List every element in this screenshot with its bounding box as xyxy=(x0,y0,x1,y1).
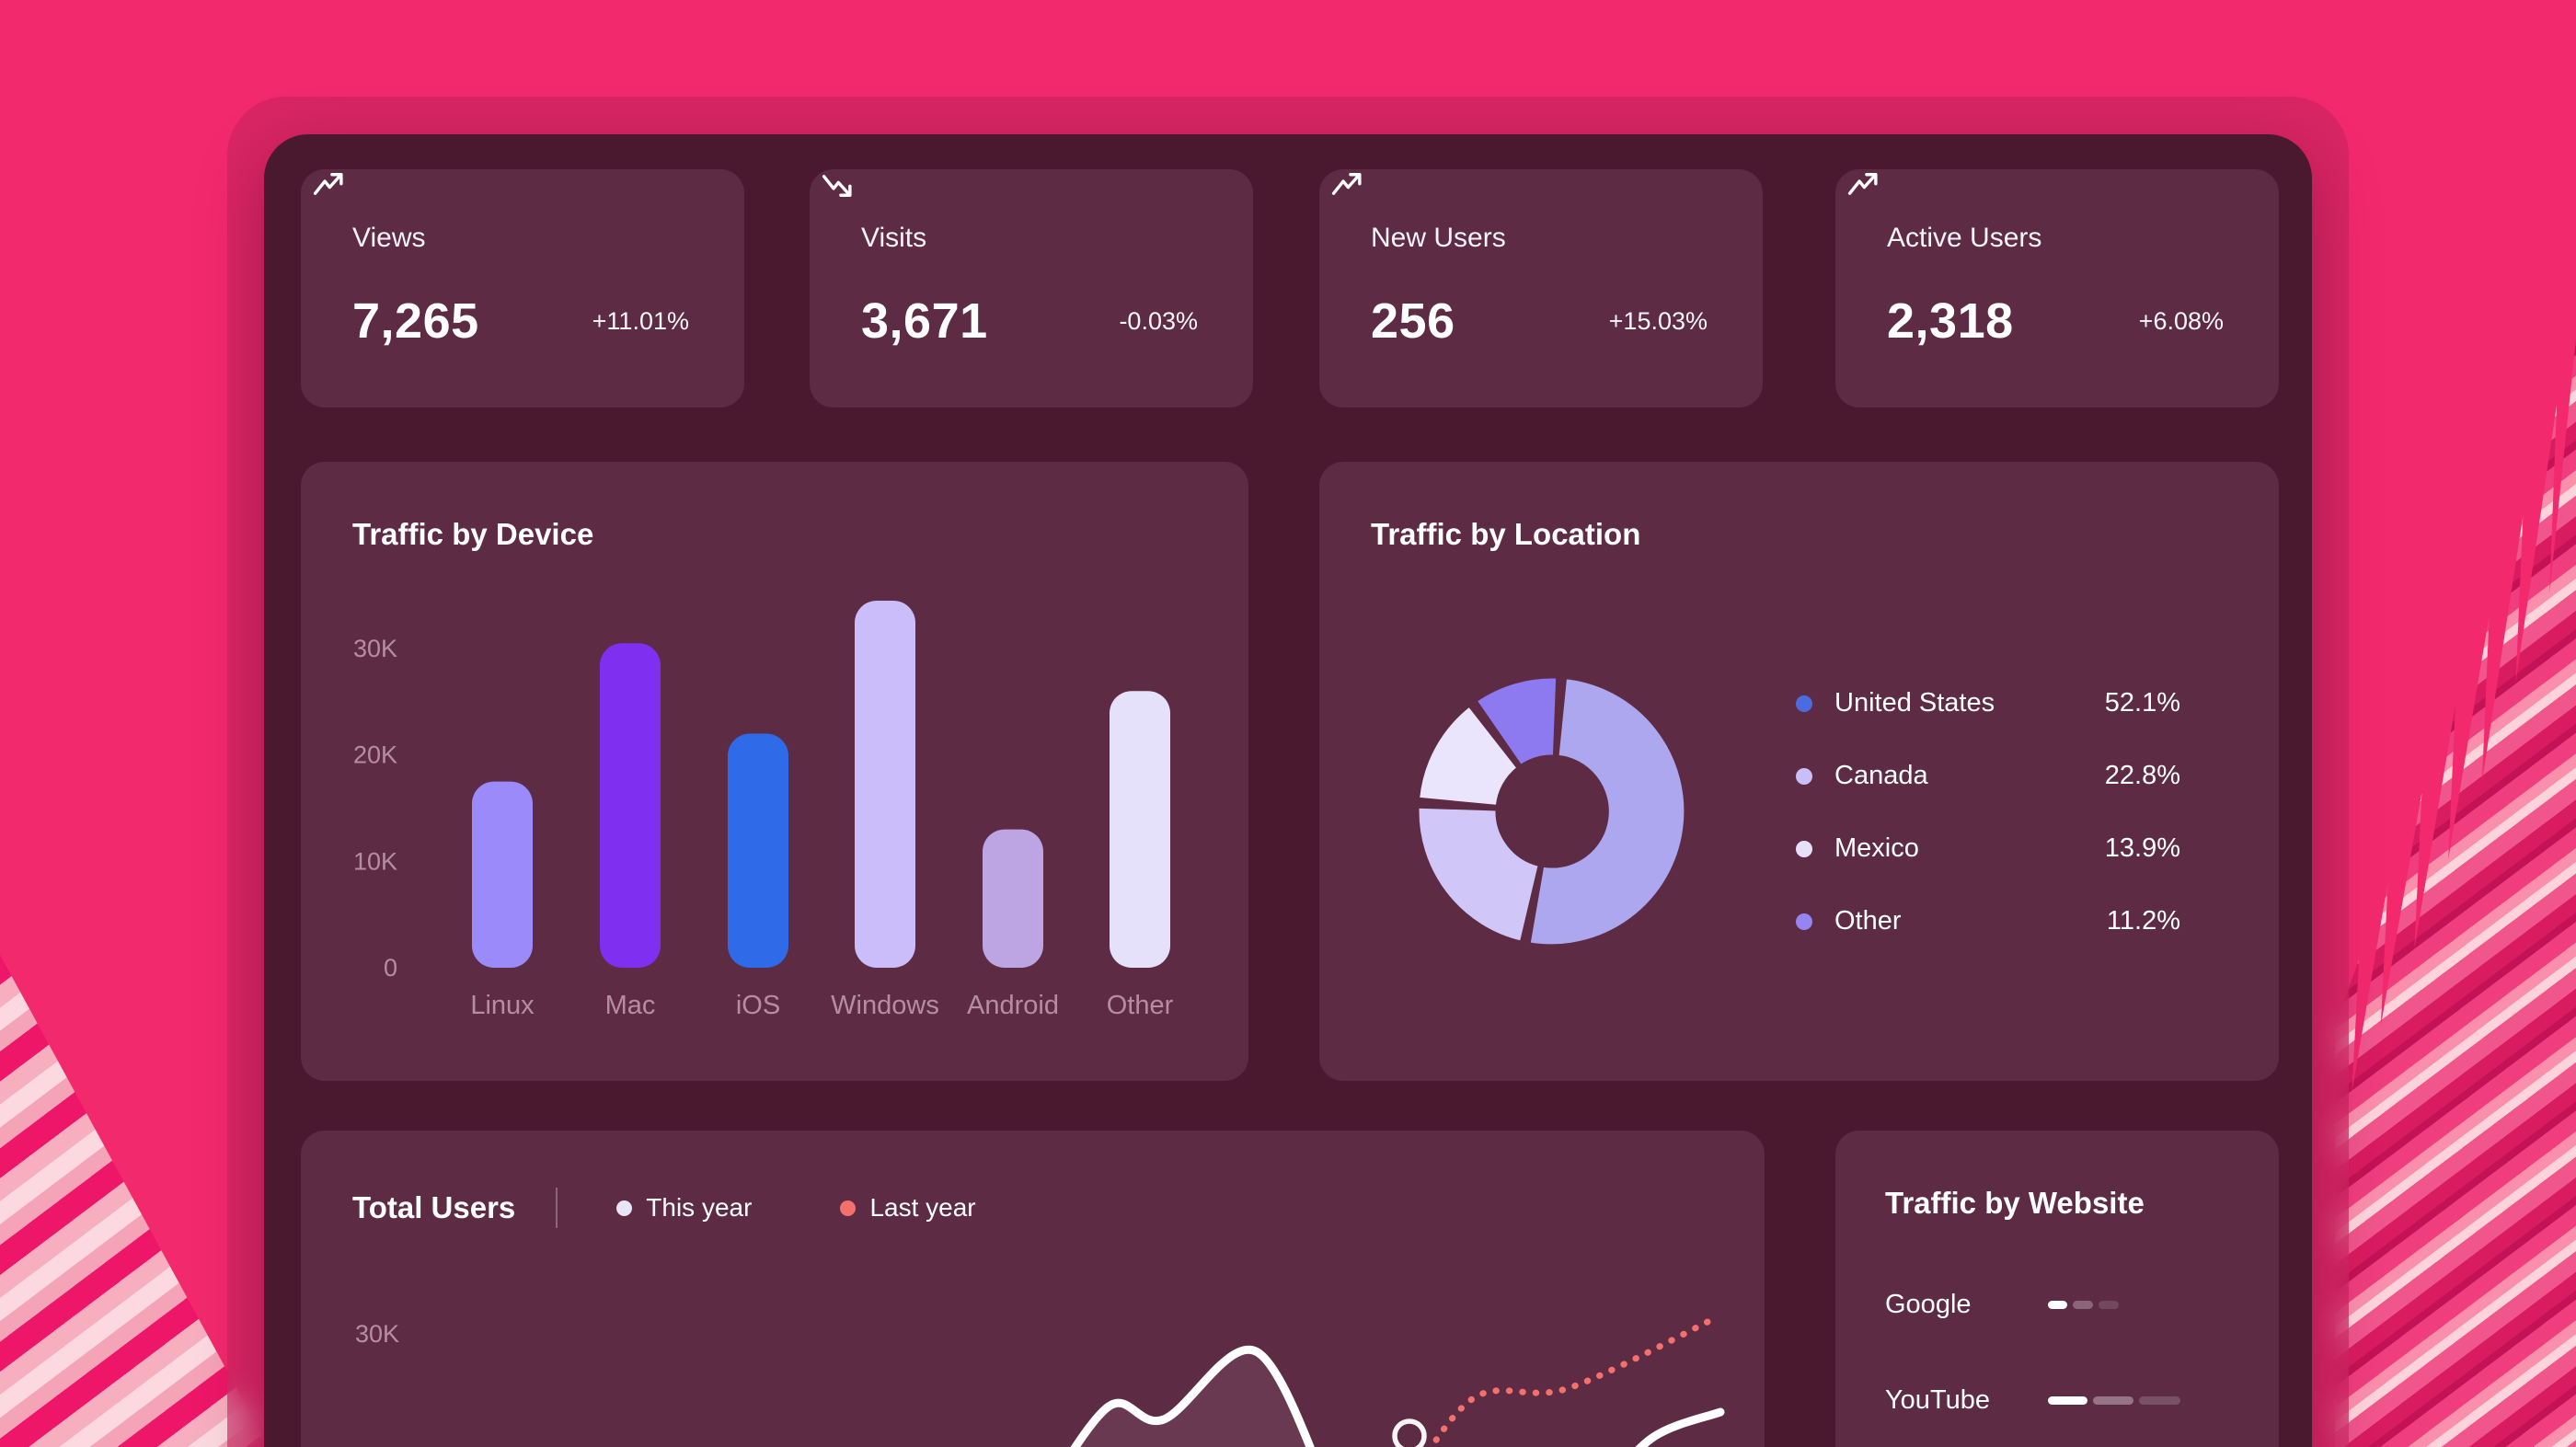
legend-item-other: Other 11.2% xyxy=(1796,885,2180,958)
y-axis-tick-label: 30K xyxy=(355,1320,400,1348)
stat-card-views: Views 7,265 +11.01% xyxy=(301,169,744,408)
trend-up-icon xyxy=(1331,173,1362,195)
website-usage-bar xyxy=(2048,1395,2180,1405)
x-axis-category-label: Mac xyxy=(605,991,656,1020)
legend-label: Mexico xyxy=(1834,833,1919,863)
website-usage-bar xyxy=(2048,1300,2119,1309)
legend-label: United States xyxy=(1834,688,1995,718)
donut-slice-other xyxy=(1474,675,1559,768)
panel-title: Traffic by Website xyxy=(1885,1186,2145,1220)
trend-up-icon xyxy=(313,173,343,195)
stat-delta-group: +6.08% xyxy=(1847,173,2224,336)
y-axis-tick-label: 20K xyxy=(353,741,397,769)
stat-value: 256 xyxy=(1371,293,1455,349)
legend-item-canada: Canada 22.8% xyxy=(1796,740,2180,812)
stat-delta: -0.03% xyxy=(1119,306,1198,335)
y-axis-tick-label: 0 xyxy=(384,954,397,982)
legend-dot xyxy=(1796,695,1812,712)
website-row-youtube: YouTube xyxy=(1885,1372,2235,1429)
stat-value: 2,318 xyxy=(1887,293,2014,349)
y-axis-tick-label: 10K xyxy=(353,847,397,875)
stat-delta: +15.03% xyxy=(1608,306,1708,335)
traffic-by-device-bar-chart: 30K 20K 10K 0 Linux Mac iOS Windows Android Other xyxy=(353,600,1174,1020)
x-axis-category-label: Linux xyxy=(470,991,535,1020)
total-users-line-chart xyxy=(1070,1313,1725,1447)
stat-delta: +6.08% xyxy=(2138,306,2224,335)
data-point-marker xyxy=(1392,1418,1427,1447)
traffic-by-location-donut-chart xyxy=(1416,675,1687,947)
x-axis-category-label: Android xyxy=(967,991,1059,1020)
legend-label: This year xyxy=(646,1193,753,1222)
legend-dot xyxy=(1796,840,1812,857)
panel-traffic-by-website: Traffic by Website Google YouTube xyxy=(1835,1131,2279,1447)
panel-title: Total Users xyxy=(352,1190,516,1224)
legend-dot xyxy=(1796,767,1812,785)
x-axis-category-label: Other xyxy=(1107,991,1174,1020)
stat-label: Views xyxy=(352,223,426,253)
legend-label: Other xyxy=(1834,906,1902,936)
panel-traffic-by-device: 30K 20K 10K 0 Linux Mac iOS Windows Android Other… xyxy=(301,462,1248,1081)
usage-bar-segment xyxy=(2073,1300,2093,1309)
usage-bar-segment xyxy=(2048,1300,2067,1309)
bar-windows xyxy=(855,600,915,968)
stat-value: 3,671 xyxy=(861,293,988,349)
stat-label: New Users xyxy=(1371,223,1506,253)
usage-bar-segment xyxy=(2139,1395,2180,1405)
location-legend: United States 52.1% Canada 22.8% Mexico … xyxy=(1796,667,2180,958)
x-axis-category-label: iOS xyxy=(736,991,780,1020)
total-users-header: Total Users This year Last year xyxy=(301,1131,1765,1228)
legend-value: 11.2% xyxy=(2106,906,2180,936)
trend-down-icon xyxy=(822,175,852,197)
panel-title: Traffic by Device xyxy=(352,517,594,551)
panel-total-users: Total Users This year Last year 30K xyxy=(301,1131,1765,1447)
stat-card-new-users: New Users 256 +15.03% xyxy=(1319,169,1763,408)
stat-label: Active Users xyxy=(1887,223,2042,253)
bar-linux xyxy=(472,781,533,968)
legend-value: 22.8% xyxy=(2104,761,2180,790)
last-year-dotted-line xyxy=(1427,1313,1722,1447)
this-year-line xyxy=(1070,1345,1315,1447)
panel-title: Traffic by Location xyxy=(1371,517,1641,551)
stat-delta-group: +11.01% xyxy=(313,173,689,336)
bar-mac xyxy=(600,643,661,968)
header-divider xyxy=(556,1188,558,1228)
legend-item-mexico: Mexico 13.9% xyxy=(1796,812,2180,885)
stat-card-visits: Visits 3,671 -0.03% xyxy=(810,169,1253,408)
stat-delta-group: +15.03% xyxy=(1331,173,1708,336)
stat-value: 7,265 xyxy=(352,293,479,349)
this-year-line-segment-2 xyxy=(1635,1407,1725,1447)
panel-traffic-by-location: Traffic by Location United States 52.1% … xyxy=(1319,462,2279,1081)
trend-up-icon xyxy=(1847,173,1878,195)
legend-label: Last year xyxy=(869,1193,976,1222)
donut-slice-united-states xyxy=(1527,676,1687,947)
stat-label: Visits xyxy=(861,223,927,253)
bar-other xyxy=(1110,691,1170,968)
website-label: YouTube xyxy=(1885,1384,1990,1415)
legend-dot xyxy=(616,1200,633,1216)
bar-android xyxy=(983,829,1043,968)
stat-card-active-users: Active Users 2,318 +6.08% xyxy=(1835,169,2279,408)
decorative-stripes-right xyxy=(2335,339,2576,1447)
bar-ios xyxy=(728,733,788,968)
legend-value: 13.9% xyxy=(2104,833,2180,863)
stat-delta: +11.01% xyxy=(592,306,689,335)
usage-bar-segment xyxy=(2093,1395,2133,1405)
x-axis-category-label: Windows xyxy=(831,991,939,1020)
legend-item-last-year: Last year xyxy=(840,1193,976,1223)
donut-slice-mexico xyxy=(1417,704,1520,808)
website-label: Google xyxy=(1885,1289,1972,1319)
legend-label: Canada xyxy=(1834,761,1928,790)
usage-bar-segment xyxy=(2099,1300,2119,1309)
donut-slice-canada xyxy=(1416,805,1541,944)
website-row-google: Google xyxy=(1885,1276,2235,1333)
usage-bar-segment xyxy=(2048,1395,2087,1405)
legend-dot xyxy=(840,1200,857,1216)
y-axis-tick-label: 30K xyxy=(353,635,397,662)
legend-dot xyxy=(1796,913,1812,930)
legend-item-united-states: United States 52.1% xyxy=(1796,667,2180,740)
stat-delta-group: -0.03% xyxy=(822,175,1198,336)
legend-value: 52.1% xyxy=(2104,688,2180,718)
legend-item-this-year: This year xyxy=(616,1193,752,1223)
